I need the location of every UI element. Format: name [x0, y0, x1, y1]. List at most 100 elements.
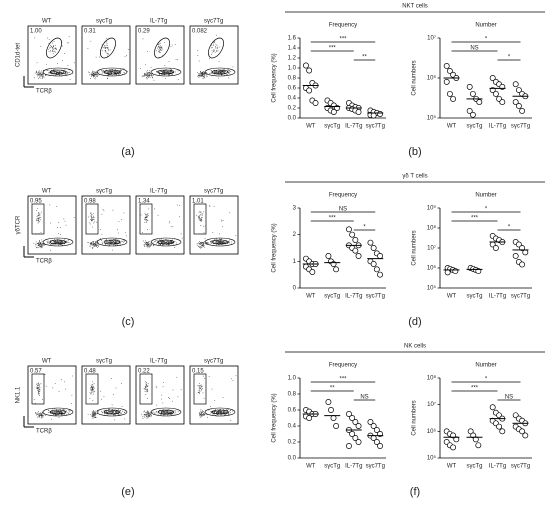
flow-dot: [225, 414, 226, 416]
flow-dot: [202, 75, 204, 77]
flow-dot: [162, 402, 164, 404]
flow-dot: [160, 410, 162, 412]
data-point: [450, 444, 457, 451]
flow-dot: [109, 72, 111, 73]
flow-dot: [231, 243, 232, 245]
flow-dot: [109, 70, 111, 72]
flow-dot: [36, 210, 37, 212]
flow-dot: [92, 388, 93, 390]
flow-dot: [198, 383, 200, 384]
flow-dot: [101, 240, 102, 242]
flow-dot: [55, 72, 57, 73]
flow-dot: [37, 393, 39, 395]
flow-dot: [166, 411, 167, 412]
flow-dot: [196, 243, 198, 245]
flow-dot: [39, 245, 40, 247]
flow-dot: [37, 387, 39, 389]
flow-dot: [94, 73, 96, 74]
flow-dot: [171, 242, 173, 244]
flow-dot: [204, 75, 206, 77]
flow-dot: [35, 243, 37, 245]
flow-dot: [146, 241, 147, 243]
y-tick-label: 10⁵: [427, 455, 437, 462]
flow-dot: [118, 412, 120, 414]
flow-dot: [73, 62, 75, 64]
flow-dot: [215, 47, 216, 49]
flow-dot: [146, 219, 148, 221]
flow-dot: [41, 246, 42, 248]
flow-dot: [38, 416, 40, 417]
flow-dot: [201, 413, 202, 415]
flow-dot: [200, 75, 201, 76]
flow-dot: [150, 244, 152, 246]
flow-dot: [147, 413, 149, 415]
flow-dot: [167, 413, 169, 415]
flow-dot: [115, 70, 117, 72]
flow-dot: [228, 241, 230, 242]
flow-dot: [167, 240, 168, 242]
flow-dot: [169, 72, 171, 74]
flow-dot: [94, 244, 96, 246]
flow-dot: [215, 242, 216, 243]
flow-dot: [92, 389, 93, 391]
flow-dot: [171, 412, 172, 414]
y-tick-label: 0.6: [288, 86, 297, 92]
flow-dot: [172, 410, 174, 412]
data-point: [496, 423, 503, 430]
y-axis-label: NK1.1: [16, 386, 22, 403]
flow-dot: [226, 240, 227, 242]
flow-dot: [42, 246, 44, 248]
flow-dot: [109, 74, 111, 76]
flow-dot: [154, 241, 156, 243]
flow-dot: [40, 71, 42, 73]
flow-dot: [48, 39, 50, 40]
flow-dot: [213, 412, 215, 413]
flow-dot: [150, 245, 152, 246]
flow-dot: [154, 412, 156, 414]
flow-dot: [225, 413, 227, 415]
flow-dot: [53, 70, 55, 72]
flow-dot: [37, 383, 39, 385]
flow-dot: [228, 69, 229, 71]
flow-dot: [97, 244, 99, 246]
flow-dot: [216, 414, 218, 415]
flow-dot: [38, 220, 40, 222]
flow-dot: [50, 45, 51, 46]
flow-dot: [92, 70, 93, 72]
flow-dot: [54, 71, 56, 73]
flow-dot: [159, 57, 161, 58]
flow-dot: [60, 410, 62, 412]
flow-dot: [163, 414, 165, 416]
flow-dot: [203, 415, 204, 416]
gate-percent: 0.95: [30, 199, 42, 205]
flow-dot: [221, 70, 223, 72]
flow-dot: [55, 408, 57, 410]
flow-dot: [37, 414, 38, 415]
flow-dot: [215, 415, 217, 416]
flow-dot: [35, 244, 37, 245]
data-point: [309, 269, 316, 275]
flow-dot: [56, 411, 57, 413]
flow-dot: [221, 241, 223, 243]
flow-dot: [106, 241, 108, 243]
flow-dot: [58, 240, 60, 241]
y-axis-label: CD1d-tet: [16, 43, 22, 67]
flow-dot: [203, 232, 205, 234]
flow-dot: [216, 244, 217, 246]
y-tick-label: 10⁶: [427, 265, 437, 272]
flow-dot: [172, 413, 174, 415]
flow-dot: [36, 220, 38, 222]
flow-dot: [38, 247, 40, 248]
flow-dot: [118, 241, 119, 242]
flow-dot: [161, 398, 162, 400]
flow-dot: [64, 71, 65, 72]
flow-dot: [160, 240, 162, 242]
contour: [150, 407, 182, 417]
flow-dot: [107, 48, 109, 50]
flow-dot: [145, 385, 147, 387]
flow-dot: [117, 239, 119, 241]
flow-dot: [148, 243, 150, 245]
flow-dot: [90, 390, 92, 391]
flow-dot: [54, 69, 56, 70]
flow-dot: [42, 78, 43, 79]
